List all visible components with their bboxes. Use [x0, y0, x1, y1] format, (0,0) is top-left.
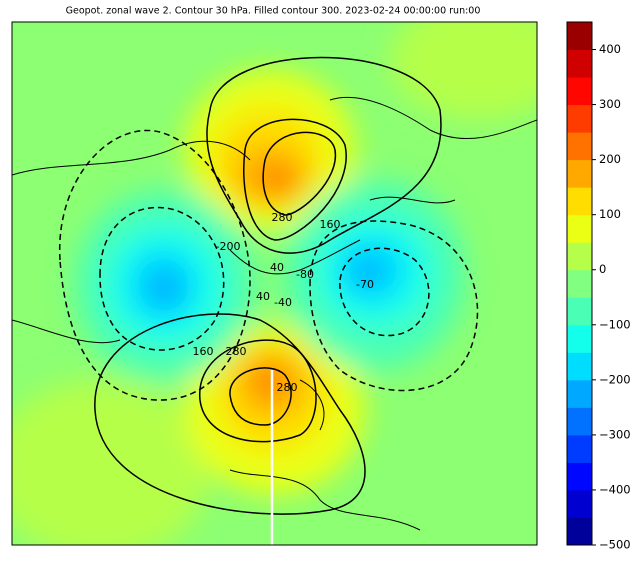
colorbar-tick-label: −300 [599, 427, 631, 441]
contour-label: 280 [226, 345, 247, 358]
colorbar-band [567, 379, 592, 408]
colorbar-tick-label: −100 [599, 317, 631, 331]
colorbar-tick-label: 0 [599, 262, 606, 276]
contour-label: 280 [272, 211, 293, 224]
contour-label: -200 [216, 240, 241, 253]
colorbar-band [567, 159, 592, 188]
colorbar-band [567, 132, 592, 161]
colorbar-band [567, 324, 592, 353]
map-frame [11, 21, 538, 546]
title: Geopot. zonal wave 2. Contour 30 hPa. Fi… [66, 6, 481, 17]
contour-label: 40 [256, 290, 270, 303]
contour-label: -70 [356, 278, 374, 291]
colorbar-tick-label: 100 [599, 207, 621, 221]
colorbar-band [567, 104, 592, 133]
colorbar-band [567, 489, 592, 518]
colorbar-tick-label: 400 [599, 42, 621, 56]
colorbar-band [567, 77, 592, 106]
colorbar-band [567, 269, 592, 298]
colorbar-tick-label: −500 [599, 538, 631, 552]
contour-label: -80 [296, 268, 314, 281]
coastlines [12, 96, 537, 531]
contours [59, 56, 479, 515]
colorbar-tick-label: 300 [599, 97, 621, 111]
colorbar-band [567, 352, 592, 381]
contour-label: 160 [193, 345, 214, 358]
colorbar-band [567, 49, 592, 78]
colorbar-band [567, 434, 592, 463]
map: 280 160 40 -80 40 -40 160 280 280 -200 -… [12, 22, 537, 545]
colorbar-tick-label: 200 [599, 152, 621, 166]
colorbar-tick-label: −400 [599, 482, 631, 496]
colorbar-band [567, 187, 592, 216]
colorbar-band [567, 242, 592, 271]
contour-label: 280 [277, 381, 298, 394]
colorbar-band [567, 407, 592, 436]
colorbar-frame [566, 21, 593, 546]
colorbar-band [567, 214, 592, 243]
colorbar-band [567, 297, 592, 326]
contour-label: 40 [270, 261, 284, 274]
colorbar: −500 −400 −300 −200 −100 0 100 200 300 400 [566, 21, 631, 552]
colorbar-band [567, 517, 592, 546]
colorbar-band [567, 462, 592, 491]
colorbar-tick-label: −200 [599, 372, 631, 386]
contour-label: -40 [274, 296, 292, 309]
colorbar-band [567, 22, 592, 51]
contour-label: 160 [320, 218, 341, 231]
